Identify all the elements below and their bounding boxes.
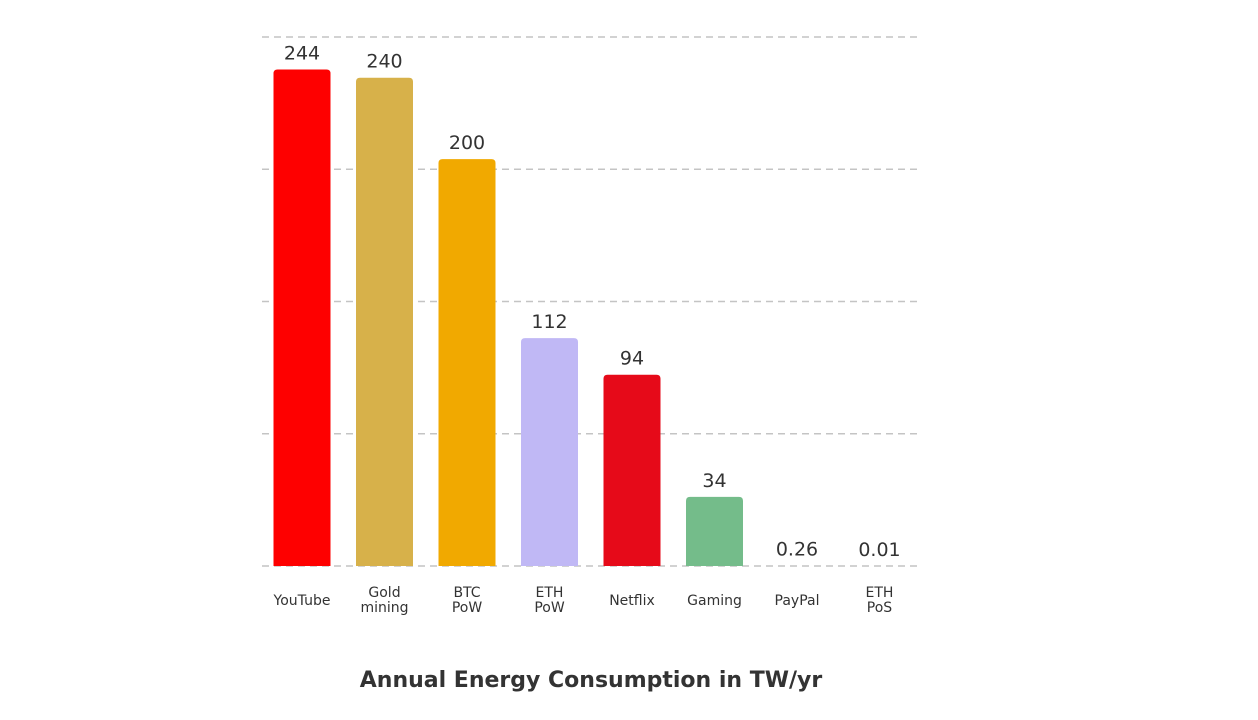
x-tick-label-4: Netflix — [609, 593, 655, 609]
value-label-3: 112 — [531, 311, 567, 333]
value-label-2: 200 — [449, 132, 485, 154]
x-tick-label-7: ETH PoS — [866, 585, 894, 616]
value-label-0: 244 — [284, 43, 320, 65]
bars — [273, 69, 743, 567]
chart-title: Annual Energy Consumption in TW/yr — [360, 668, 823, 693]
value-label-4: 94 — [620, 348, 644, 370]
x-tick-label-2: BTC PoW — [452, 585, 483, 616]
bar-0 — [273, 69, 331, 567]
bar-1 — [356, 77, 413, 566]
value-label-6: 0.26 — [776, 538, 818, 560]
bar-5 — [686, 496, 743, 566]
x-tick-label-0: YouTube — [273, 593, 331, 609]
value-label-7: 0.01 — [858, 539, 900, 561]
bar-2 — [438, 159, 496, 567]
value-label-1: 240 — [366, 51, 402, 73]
x-tick-label-6: PayPal — [775, 593, 820, 609]
x-tick-label-5: Gaming — [687, 593, 742, 609]
x-tick-label-1: Gold mining — [360, 585, 408, 616]
x-axis-tick-labels: YouTube Gold mining BTC PoW ETH PoW Netflix Gami… — [273, 585, 894, 616]
x-tick-label-3: ETH PoW — [534, 585, 565, 616]
value-label-5: 34 — [702, 470, 726, 492]
bar-4 — [603, 374, 661, 566]
bar-3 — [521, 338, 578, 566]
value-labels: 244 240 200 112 94 34 0.26 0.01 — [284, 43, 901, 561]
